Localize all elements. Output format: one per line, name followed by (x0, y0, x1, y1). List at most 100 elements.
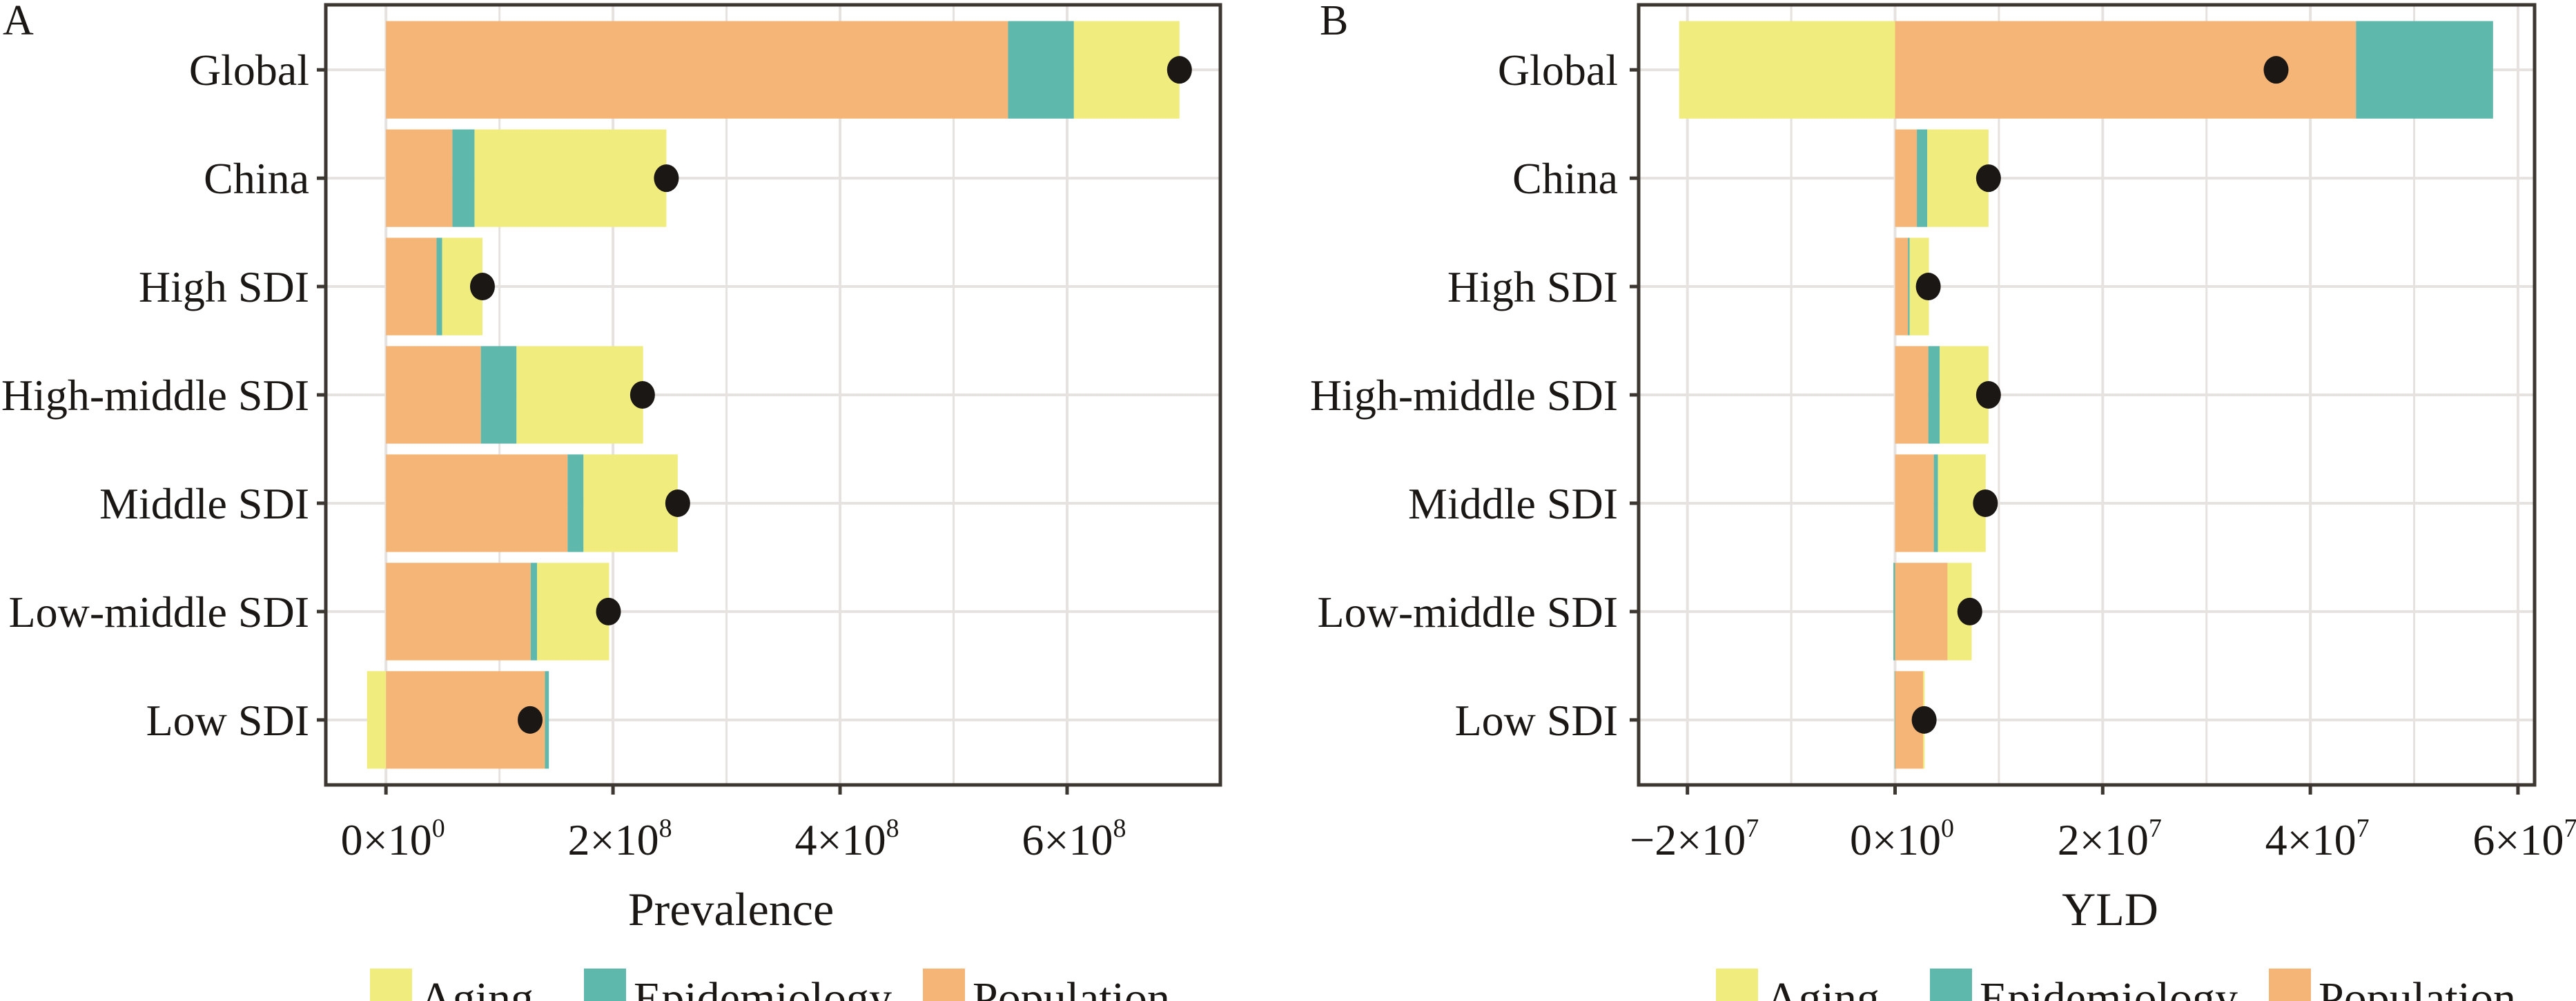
bar-epidemiology-low-middle-sdi (1893, 563, 1895, 661)
legend-label-population: Population (2319, 973, 2516, 1001)
total-change-point (1167, 56, 1192, 84)
x-tick-label: 4×107 (2265, 814, 2370, 864)
total-change-point (654, 164, 679, 193)
bar-epidemiology-high-sdi (436, 237, 442, 336)
bar-epidemiology-high-middle-sdi (1928, 346, 1940, 444)
total-change-point (2263, 56, 2289, 84)
bar-epidemiology-low-middle-sdi (530, 563, 538, 661)
legend: Aging Epidemiology Population (370, 969, 1170, 1001)
legend-key-epidemiology (584, 969, 626, 1001)
tick-exponent: 8 (886, 814, 899, 843)
category-label: High-middle SDI (1, 371, 309, 420)
total-change-point (1957, 597, 1982, 625)
bar-population-middle-sdi (1895, 454, 1934, 552)
bar-population-low-middle-sdi (386, 563, 531, 661)
total-change-point (1975, 164, 2001, 193)
tick-mantissa: −2×10 (1630, 815, 1746, 864)
tick-mantissa: 2×10 (568, 815, 659, 864)
bar-aging-low-sdi (367, 671, 387, 769)
total-change-point (1973, 489, 1998, 517)
legend-key-population (2269, 969, 2311, 1001)
x-tick-label: 6×108 (1022, 814, 1126, 864)
legend-label-epidemiology: Epidemiology (1980, 973, 2238, 1001)
category-label: Low-middle SDI (1318, 587, 1619, 636)
legend-label-population: Population (973, 973, 1170, 1001)
panel-label: B (1320, 0, 1348, 44)
category-label: High SDI (139, 262, 309, 311)
tick-exponent: 7 (1746, 814, 1759, 843)
bar-epidemiology-china (452, 129, 475, 227)
category-label: Middle SDI (1408, 479, 1618, 528)
bar-population-global (386, 21, 1008, 119)
bar-aging-global (1073, 21, 1180, 119)
x-tick-label: 4×108 (794, 814, 899, 864)
bar-aging-global (1679, 21, 1895, 119)
bar-epidemiology-global (2356, 21, 2493, 119)
tick-mantissa: 6×10 (1022, 815, 1113, 864)
tick-mantissa: 6×10 (2472, 815, 2564, 864)
bar-aging-high-middle-sdi (516, 346, 643, 444)
category-label: Global (189, 46, 309, 95)
x-tick-label: 0×100 (341, 814, 445, 864)
bar-aging-china (474, 129, 667, 227)
x-axis-title: YLD (2062, 883, 2158, 935)
legend-label-epidemiology: Epidemiology (634, 973, 892, 1001)
category-label: China (204, 154, 309, 203)
legend-label-aging: Aging (420, 973, 534, 1001)
x-tick-label: 0×100 (1850, 814, 1954, 864)
total-change-point (518, 706, 543, 734)
bar-population-china (1895, 129, 1918, 227)
x-tick-label: 2×108 (568, 814, 672, 864)
bar-epidemiology-china (1917, 129, 1928, 227)
bar-population-low-middle-sdi (1895, 563, 1948, 661)
total-change-point (1975, 381, 2001, 409)
bar-population-middle-sdi (386, 454, 568, 552)
x-tick-label: 2×107 (2058, 814, 2162, 864)
bar-population-china (386, 129, 453, 227)
bar-population-high-middle-sdi (386, 346, 481, 444)
category-label: High-middle SDI (1310, 371, 1618, 420)
x-tick-label: −2×107 (1630, 814, 1759, 864)
category-label: Middle SDI (99, 479, 309, 528)
legend: Aging Epidemiology Population (1716, 969, 2516, 1001)
tick-exponent: 7 (2357, 814, 2370, 843)
tick-exponent: 0 (432, 814, 445, 843)
legend-key-aging (1716, 969, 1758, 1001)
tick-exponent: 7 (2149, 814, 2162, 843)
total-change-point (630, 381, 655, 409)
bar-population-high-middle-sdi (1895, 346, 1929, 444)
bar-epidemiology-low-sdi (545, 671, 549, 769)
tick-exponent: 0 (1941, 814, 1954, 843)
tick-mantissa: 4×10 (2265, 815, 2357, 864)
panel-B: B Global China High SDI High-middle SDI Middl… (1310, 0, 2576, 1001)
tick-exponent: 8 (659, 814, 672, 843)
bar-epidemiology-middle-sdi (567, 454, 584, 552)
tick-exponent: 7 (2564, 814, 2576, 843)
category-label: China (1512, 154, 1618, 203)
category-label: Low SDI (1455, 696, 1618, 745)
bar-epidemiology-high-middle-sdi (480, 346, 517, 444)
bar-aging-middle-sdi (583, 454, 678, 552)
total-change-point (469, 273, 495, 301)
tick-mantissa: 2×10 (2058, 815, 2149, 864)
x-tick-label: 6×107 (2472, 814, 2576, 864)
bar-epidemiology-global (1008, 21, 1074, 119)
category-label: Low SDI (146, 696, 309, 745)
total-change-point (1911, 706, 1937, 734)
tick-mantissa: 4×10 (794, 815, 886, 864)
total-change-point (1915, 273, 1941, 301)
total-change-point (596, 597, 621, 625)
bar-population-high-sdi (1895, 237, 1909, 336)
category-label: High SDI (1447, 262, 1618, 311)
tick-mantissa: 0×10 (1850, 815, 1941, 864)
bar-epidemiology-middle-sdi (1933, 454, 1938, 552)
tick-exponent: 8 (1113, 814, 1126, 843)
bar-epidemiology-high-sdi (1908, 237, 1910, 336)
legend-key-aging (370, 969, 412, 1001)
legend-label-aging: Aging (1766, 973, 1880, 1001)
panel-label: A (3, 0, 34, 44)
tick-mantissa: 0×10 (341, 815, 432, 864)
panel-A: A Global China High SDI High-middle SDI Middl… (1, 0, 1222, 1001)
bar-population-high-sdi (386, 237, 437, 336)
